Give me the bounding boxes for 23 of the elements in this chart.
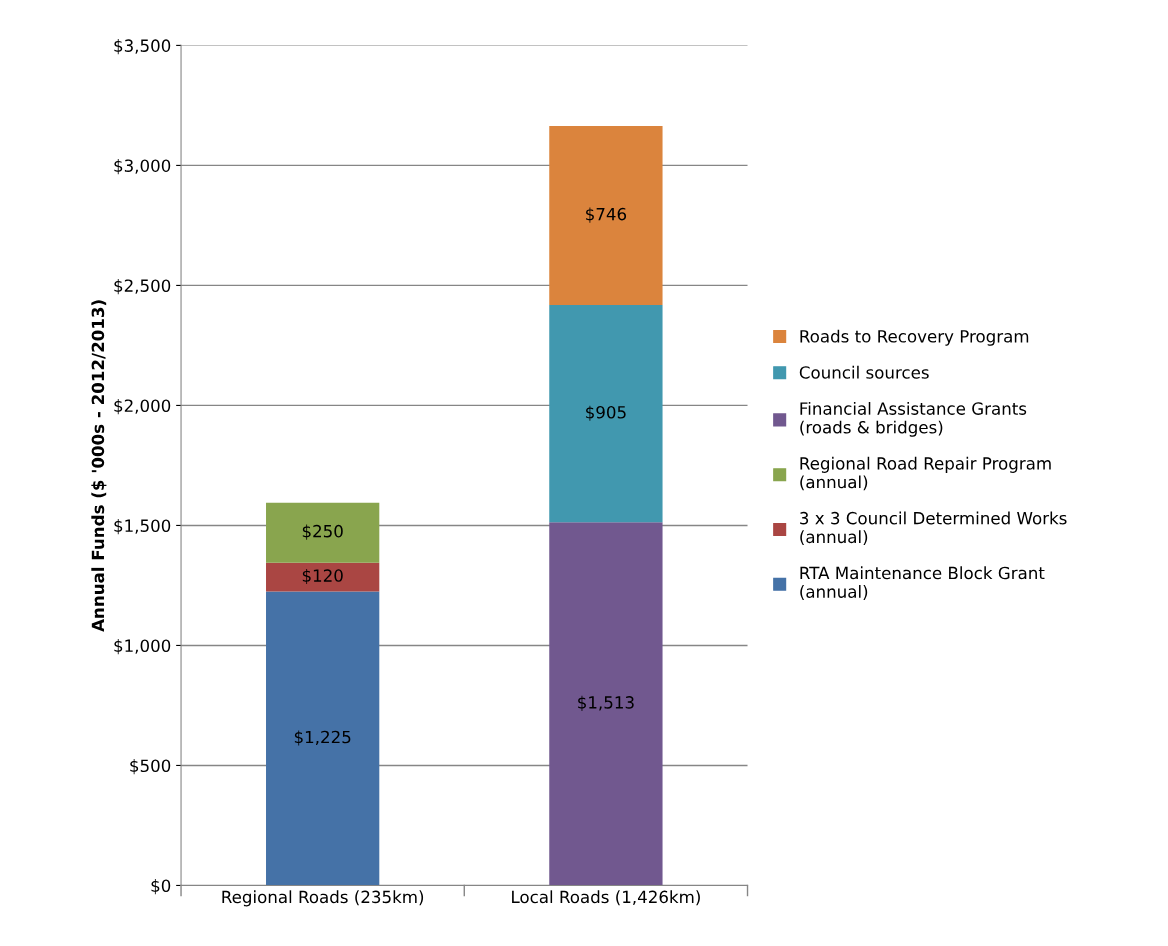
- data-label: $905: [586, 405, 626, 421]
- y-axis-title: Annual Funds ($ '000s - 2012/2013): [91, 300, 107, 632]
- legend-label: Financial Assistance Grants (roads & bridges): [800, 401, 1027, 437]
- legend-label: RTA Maintenance Block Grant (annual): [800, 566, 1045, 600]
- x-tick-label: Local Roads (1,426km): [512, 890, 700, 906]
- legend-label: 3 x 3 Council Determined Works (annual): [800, 511, 1067, 546]
- x-tick-label: Regional Roads (235km): [222, 890, 424, 907]
- data-label: $1,513: [578, 695, 634, 711]
- y-tick-label: $3,000: [114, 159, 171, 175]
- y-tick-label: $1,500: [114, 519, 171, 535]
- legend-label: Regional Road Repair Program (annual): [800, 456, 1051, 491]
- legend-label: Roads to Recovery Program: [800, 329, 1029, 346]
- data-label: $746: [586, 207, 627, 223]
- data-label: $1,225: [294, 730, 351, 746]
- y-tick-label: $500: [130, 759, 171, 775]
- legend-label: Council sources: [799, 365, 929, 379]
- y-tick-label: $2,000: [114, 399, 171, 415]
- y-tick-label: $2,500: [114, 279, 171, 295]
- y-tick-label: $3,500: [114, 39, 171, 55]
- data-label: $250: [302, 524, 343, 540]
- y-tick-label: $1,000: [114, 639, 171, 655]
- y-tick-label: $0: [151, 879, 171, 895]
- data-label: $120: [302, 568, 343, 585]
